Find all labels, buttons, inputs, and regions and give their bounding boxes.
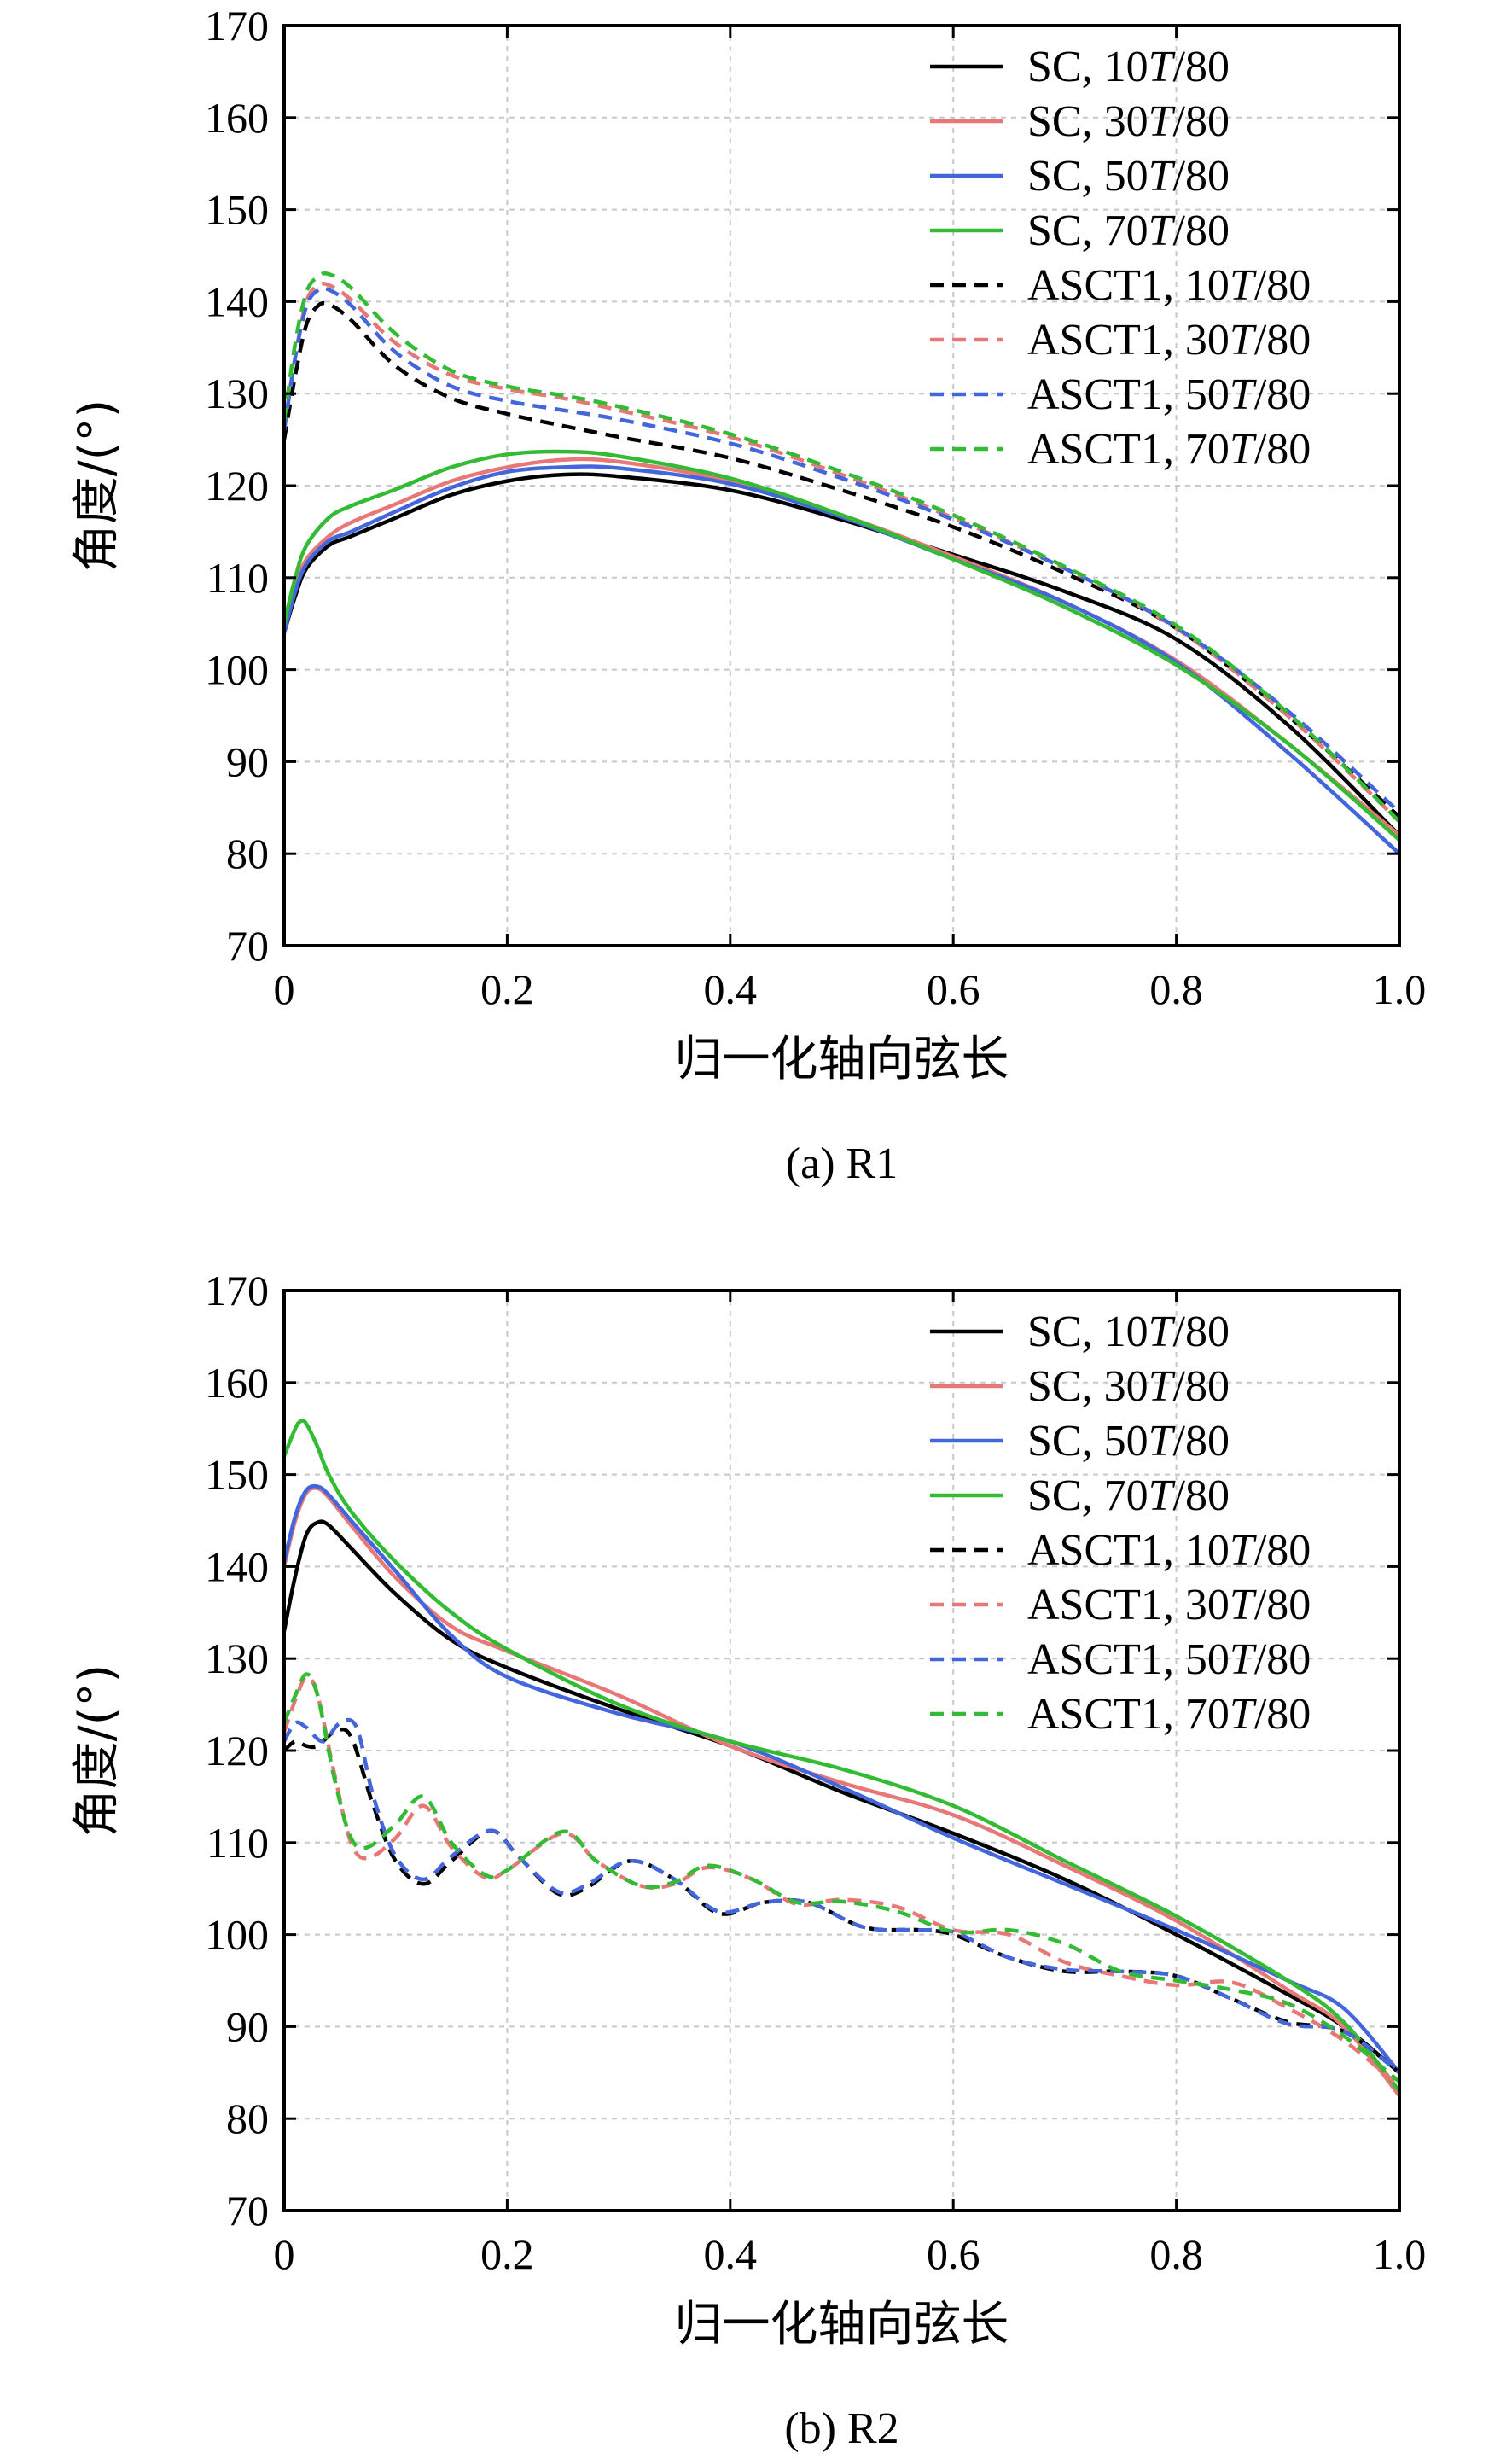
legend-label: SC, 70T/80 bbox=[1027, 207, 1230, 255]
legend-label: ASCT1, 70T/80 bbox=[1027, 1690, 1311, 1739]
x-tick-label: 1.0 bbox=[1373, 2230, 1427, 2278]
x-tick-label: 0.6 bbox=[927, 2230, 980, 2278]
y-tick-label: 150 bbox=[205, 186, 269, 234]
series-line bbox=[282, 286, 1401, 814]
y-tick-label: 160 bbox=[205, 1359, 269, 1407]
y-axis-label: 角度/(°) bbox=[69, 399, 125, 573]
y-tick-label: 150 bbox=[205, 1451, 269, 1499]
y-tick-label: 160 bbox=[205, 94, 269, 142]
y-axis-label: 角度/(°) bbox=[69, 1664, 125, 1838]
legend-label: ASCT1, 30T/80 bbox=[1027, 1581, 1311, 1629]
legend-label: SC, 50T/80 bbox=[1027, 152, 1230, 201]
series-line bbox=[282, 1419, 1401, 2093]
y-tick-label: 110 bbox=[206, 554, 269, 602]
panel-caption: (b) R2 bbox=[784, 2404, 898, 2453]
y-tick-label: 130 bbox=[205, 370, 269, 417]
y-tick-label: 70 bbox=[226, 922, 269, 970]
legend-label: ASCT1, 70T/80 bbox=[1027, 425, 1311, 474]
y-tick-label: 170 bbox=[205, 1267, 269, 1314]
series-line bbox=[282, 1483, 1401, 2074]
y-tick-label: 80 bbox=[226, 830, 269, 877]
x-tick-label: 0.2 bbox=[480, 965, 534, 1013]
y-tick-label: 140 bbox=[205, 1542, 269, 1590]
legend-label: ASCT1, 10T/80 bbox=[1027, 1526, 1311, 1575]
x-axis-label: 归一化轴向弦长 bbox=[675, 1032, 1009, 1087]
legend-label: SC, 50T/80 bbox=[1027, 1417, 1230, 1465]
y-tick-label: 130 bbox=[205, 1634, 269, 1682]
series-line bbox=[282, 1672, 1401, 2083]
series-line bbox=[282, 300, 1401, 819]
y-tick-label: 100 bbox=[205, 1911, 269, 1959]
panel-r2: 0 0.2 0.4 0.6 0.8 1.0 70 80 90 100 110 120 130 140 150… bbox=[69, 1267, 1426, 2453]
y-tick-label: 170 bbox=[205, 2, 269, 50]
series-line bbox=[282, 449, 1401, 842]
y-tick-label: 80 bbox=[226, 2095, 269, 2142]
legend-label: ASCT1, 10T/80 bbox=[1027, 261, 1311, 310]
y-tick-label: 90 bbox=[226, 2002, 269, 2050]
x-tick-label: 0 bbox=[274, 2230, 295, 2278]
series-line bbox=[282, 1717, 1401, 2075]
x-axis-label: 归一化轴向弦长 bbox=[675, 2297, 1009, 2352]
series-line bbox=[282, 282, 1401, 824]
legend-label: SC, 30T/80 bbox=[1027, 1362, 1230, 1411]
legend-label: SC, 10T/80 bbox=[1027, 1308, 1230, 1356]
legend-label: SC, 70T/80 bbox=[1027, 1471, 1230, 1520]
series-line bbox=[282, 472, 1401, 837]
legend-label: SC, 10T/80 bbox=[1027, 43, 1230, 91]
x-tick-label: 1.0 bbox=[1373, 965, 1427, 1013]
x-tick-label: 0.8 bbox=[1149, 965, 1203, 1013]
y-tick-label: 120 bbox=[205, 462, 269, 510]
x-tick-label: 0.6 bbox=[927, 965, 980, 1013]
y-tick-label: 140 bbox=[205, 277, 269, 325]
legend-label: SC, 30T/80 bbox=[1027, 97, 1230, 146]
y-tick-label: 120 bbox=[205, 1727, 269, 1774]
panel-r1: 0 0.2 0.4 0.6 0.8 1.0 70 80 90 100 110 120 130 140 150… bbox=[69, 2, 1426, 1188]
y-tick-label: 90 bbox=[226, 737, 269, 785]
x-tick-label: 0.2 bbox=[480, 2230, 534, 2278]
y-tick-label: 110 bbox=[206, 1819, 269, 1867]
series-line bbox=[282, 464, 1401, 855]
legend-label: ASCT1, 30T/80 bbox=[1027, 316, 1311, 364]
y-tick-label: 70 bbox=[226, 2187, 269, 2235]
legend-label: ASCT1, 50T/80 bbox=[1027, 370, 1311, 419]
x-tick-label: 0.4 bbox=[704, 2230, 758, 2278]
panel-caption: (a) R1 bbox=[786, 1139, 898, 1188]
x-tick-label: 0 bbox=[274, 965, 295, 1013]
y-tick-label: 100 bbox=[205, 646, 269, 694]
x-tick-label: 0.8 bbox=[1149, 2230, 1203, 2278]
x-tick-label: 0.4 bbox=[704, 965, 758, 1013]
legend-label: ASCT1, 50T/80 bbox=[1027, 1635, 1311, 1684]
